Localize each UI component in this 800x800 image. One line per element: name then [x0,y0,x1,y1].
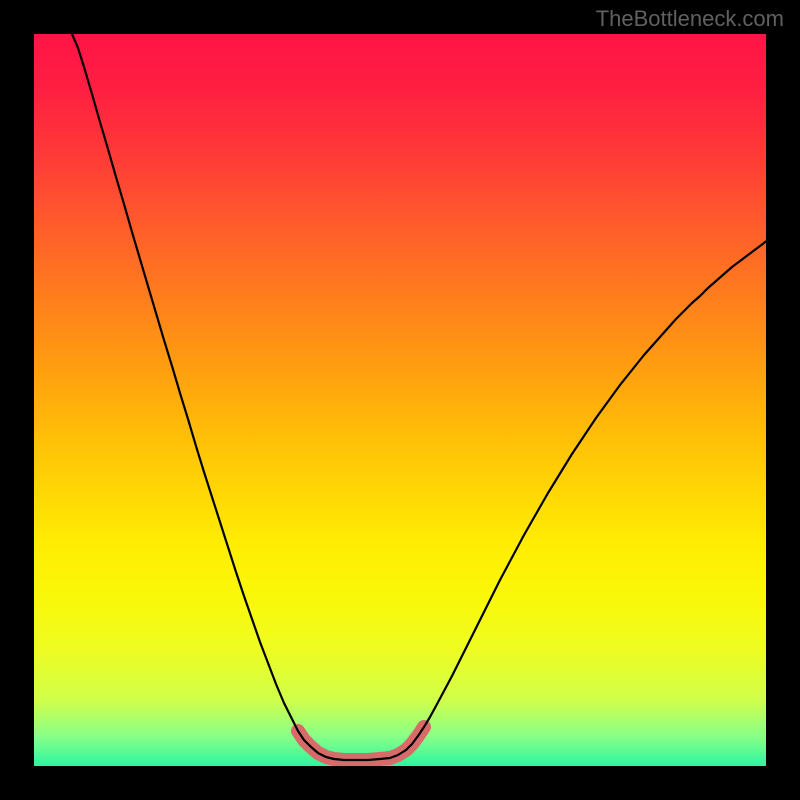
gradient-background [34,34,766,766]
plot-area [34,34,766,766]
chart-svg [34,34,766,766]
chart-container: TheBottleneck.com [0,0,800,800]
watermark-text: TheBottleneck.com [596,6,784,32]
